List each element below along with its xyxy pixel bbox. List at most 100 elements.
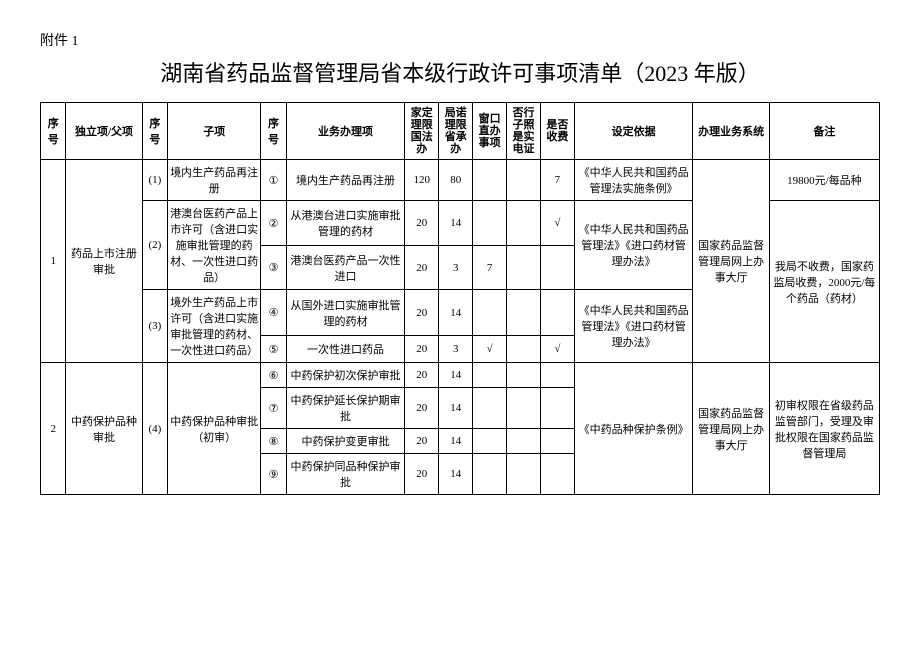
cell-win — [473, 160, 507, 201]
permit-table: 序号 独立项/父项 序号 子项 序号 业务办理项 家定理限国法办 局诺理限省承办… — [40, 102, 880, 495]
cell-fee — [540, 290, 574, 335]
cell-nat: 20 — [405, 290, 439, 335]
cell-basis: 《中华人民共和国药品管理法》《进口药材管理办法》 — [574, 290, 693, 363]
col-subseq: 序号 — [142, 103, 167, 160]
cell-fee — [540, 363, 574, 388]
cell-win — [473, 201, 507, 246]
col-fee: 是否收费 — [540, 103, 574, 160]
cell-win — [473, 363, 507, 388]
cell-win: 7 — [473, 245, 507, 290]
cell-ecert — [507, 363, 541, 388]
cell-bizitem: 境内生产药品再注册 — [286, 160, 405, 201]
col-seq: 序号 — [41, 103, 66, 160]
cell-seq: 1 — [41, 160, 66, 363]
col-independent: 独立项/父项 — [66, 103, 142, 160]
cell-loc: 14 — [439, 429, 473, 454]
cell-win — [473, 290, 507, 335]
cell-fee: 7 — [540, 160, 574, 201]
table-header-row: 序号 独立项/父项 序号 子项 序号 业务办理项 家定理限国法办 局诺理限省承办… — [41, 103, 880, 160]
cell-loc: 14 — [439, 290, 473, 335]
cell-bizseq: ⑤ — [261, 335, 286, 363]
cell-bizitem: 中药保护延长保护期审批 — [286, 388, 405, 429]
col-national-time: 家定理限国法办 — [405, 103, 439, 160]
col-bizseq: 序号 — [261, 103, 286, 160]
col-bizitem: 业务办理项 — [286, 103, 405, 160]
cell-nat: 20 — [405, 388, 439, 429]
cell-ecert — [507, 454, 541, 495]
col-remark: 备注 — [769, 103, 879, 160]
cell-fee — [540, 429, 574, 454]
cell-fee — [540, 454, 574, 495]
cell-ecert — [507, 201, 541, 246]
cell-nat: 20 — [405, 335, 439, 363]
cell-basis: 《中华人民共和国药品管理法》《进口药材管理办法》 — [574, 201, 693, 290]
cell-loc: 14 — [439, 388, 473, 429]
cell-subseq: (3) — [142, 290, 167, 363]
table-row: 2 中药保护品种审批 (4) 中药保护品种审批（初审） ⑥ 中药保护初次保护审批… — [41, 363, 880, 388]
cell-nat: 20 — [405, 363, 439, 388]
cell-ecert — [507, 388, 541, 429]
cell-basis: 《中华人民共和国药品管理法实施条例》 — [574, 160, 693, 201]
page-title: 湖南省药品监督管理局省本级行政许可事项清单（2023 年版） — [40, 56, 880, 88]
cell-bizitem: 中药保护变更审批 — [286, 429, 405, 454]
cell-bizitem: 从港澳台进口实施审批管理的药材 — [286, 201, 405, 246]
cell-bizitem: 港澳台医药产品一次性进口 — [286, 245, 405, 290]
col-ecert: 否行子照是实电证 — [507, 103, 541, 160]
table-row: 1 药品上市注册审批 (1) 境内生产药品再注册 ① 境内生产药品再注册 120… — [41, 160, 880, 201]
cell-win — [473, 429, 507, 454]
col-basis: 设定依据 — [574, 103, 693, 160]
cell-system: 国家药品监督管理局网上办事大厅 — [693, 363, 769, 495]
cell-remark: 19800元/每品种 — [769, 160, 879, 201]
col-system: 办理业务系统 — [693, 103, 769, 160]
cell-bizseq: ⑥ — [261, 363, 286, 388]
cell-independent: 药品上市注册审批 — [66, 160, 142, 363]
cell-bizseq: ⑧ — [261, 429, 286, 454]
cell-win: √ — [473, 335, 507, 363]
col-window-direct: 窗口直办事项 — [473, 103, 507, 160]
cell-loc: 14 — [439, 454, 473, 495]
cell-loc: 3 — [439, 335, 473, 363]
cell-ecert — [507, 290, 541, 335]
cell-bizseq: ⑨ — [261, 454, 286, 495]
cell-loc: 14 — [439, 201, 473, 246]
cell-ecert — [507, 245, 541, 290]
cell-remark: 初审权限在省级药品监管部门，受理及审批权限在国家药品监督管理局 — [769, 363, 879, 495]
cell-win — [473, 454, 507, 495]
cell-subseq: (2) — [142, 201, 167, 290]
col-local-time: 局诺理限省承办 — [439, 103, 473, 160]
cell-win — [473, 388, 507, 429]
cell-subseq: (4) — [142, 363, 167, 495]
cell-ecert — [507, 335, 541, 363]
cell-fee — [540, 245, 574, 290]
cell-bizitem: 中药保护初次保护审批 — [286, 363, 405, 388]
cell-subitem: 境外生产药品上市许可（含进口实施审批管理的药材、一次性进口药品） — [168, 290, 261, 363]
cell-bizitem: 中药保护同品种保护审批 — [286, 454, 405, 495]
cell-loc: 3 — [439, 245, 473, 290]
cell-nat: 20 — [405, 245, 439, 290]
cell-fee: √ — [540, 201, 574, 246]
cell-bizitem: 一次性进口药品 — [286, 335, 405, 363]
cell-subitem: 中药保护品种审批（初审） — [168, 363, 261, 495]
cell-loc: 14 — [439, 363, 473, 388]
cell-nat: 20 — [405, 429, 439, 454]
cell-nat: 20 — [405, 454, 439, 495]
cell-seq: 2 — [41, 363, 66, 495]
cell-ecert — [507, 429, 541, 454]
cell-subitem: 港澳台医药产品上市许可（含进口实施审批管理的药材、一次性进口药品） — [168, 201, 261, 290]
cell-fee — [540, 388, 574, 429]
cell-bizseq: ② — [261, 201, 286, 246]
cell-subitem: 境内生产药品再注册 — [168, 160, 261, 201]
cell-bizseq: ① — [261, 160, 286, 201]
cell-bizseq: ③ — [261, 245, 286, 290]
cell-system: 国家药品监督管理局网上办事大厅 — [693, 160, 769, 363]
cell-bizitem: 从国外进口实施审批管理的药材 — [286, 290, 405, 335]
cell-loc: 80 — [439, 160, 473, 201]
cell-bizseq: ⑦ — [261, 388, 286, 429]
cell-remark: 我局不收费，国家药监局收费，2000元/每个药品（药材） — [769, 201, 879, 363]
col-subitem: 子项 — [168, 103, 261, 160]
cell-subseq: (1) — [142, 160, 167, 201]
cell-nat: 120 — [405, 160, 439, 201]
cell-fee: √ — [540, 335, 574, 363]
cell-ecert — [507, 160, 541, 201]
cell-basis: 《中药品种保护条例》 — [574, 363, 693, 495]
